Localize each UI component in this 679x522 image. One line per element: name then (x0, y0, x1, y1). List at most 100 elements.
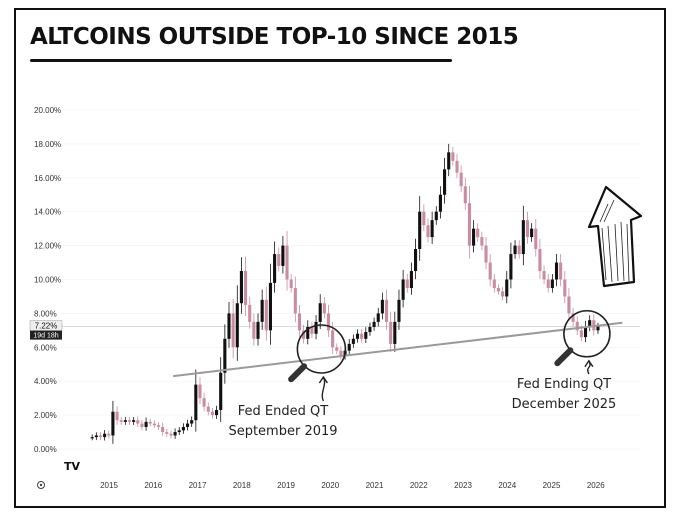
y-tick-label: 12.00% (34, 242, 61, 251)
candle-body (289, 279, 293, 288)
candle-body (268, 282, 273, 331)
x-axis: 2015 2016 2017 2018 2019 2020 2021 2022 2023 2024… (100, 481, 605, 490)
candle-body (148, 421, 152, 424)
countdown-badge-bg (30, 330, 62, 340)
up-arrow-icon (587, 185, 643, 288)
candle-body (501, 291, 505, 297)
x-tick-label: 2025 (543, 481, 561, 490)
current-value-label: 7.22% (35, 322, 58, 331)
candle-body (281, 245, 285, 266)
candle-body (434, 211, 438, 221)
candle-body (219, 372, 223, 411)
y-tick-label: 8.00% (34, 309, 57, 318)
annotation-2019: Fed Ended QT September 2019 (228, 324, 347, 439)
candle-body (467, 203, 471, 246)
candle-body (310, 326, 314, 334)
x-tick-label: 2020 (321, 481, 339, 490)
candle-body (215, 410, 219, 416)
annotation-2019-line2: September 2019 (228, 424, 337, 439)
y-tick-label: 2.00% (34, 411, 57, 420)
candle-body (405, 279, 409, 288)
annotation-2019-arrow (318, 375, 328, 402)
y-tick-label: 20.00% (34, 106, 61, 115)
candle-body (376, 313, 380, 322)
annotation-2019-line1: Fed Ended QT (238, 404, 328, 419)
title-underline (30, 59, 452, 62)
y-tick-label: 4.00% (34, 377, 57, 386)
candles (90, 143, 600, 444)
current-value-badge: 7.22% 19d 18h (29, 320, 63, 340)
chart-frame (14, 8, 666, 508)
candle-body (355, 333, 360, 339)
tradingview-logo-text: TV (64, 460, 81, 473)
candle-body (588, 320, 592, 327)
candle-body (559, 262, 563, 280)
candle-body (521, 220, 525, 255)
candle-body (235, 303, 239, 348)
candle-body (451, 152, 455, 161)
candle-body (546, 279, 550, 288)
candle-body (260, 299, 264, 322)
y-tick-label: 16.00% (34, 174, 61, 183)
candle-body (364, 332, 368, 339)
candle-body (194, 384, 198, 421)
candle-body (563, 279, 567, 297)
x-tick-label: 2016 (144, 481, 162, 490)
x-tick-label: 2024 (498, 481, 516, 490)
candle-body (351, 338, 355, 344)
tradingview-logo: TV (64, 460, 81, 473)
candle-body (380, 299, 384, 314)
candle-body (181, 426, 185, 431)
annotation-2025: Fed Ending QT December 2025 (512, 309, 616, 412)
candle-body (368, 326, 372, 333)
x-tick-label: 2018 (233, 481, 251, 490)
candle-body (165, 432, 169, 434)
candle-body (409, 271, 413, 288)
candle-body (152, 423, 156, 426)
candle-body (335, 347, 339, 351)
candle-body (169, 433, 173, 436)
candle-body (455, 160, 459, 173)
candle-body (111, 411, 115, 436)
candle-body (119, 420, 123, 422)
chart-title: ALTCOINS OUTSIDE TOP-10 SINCE 2015 (30, 24, 519, 50)
candle-body (115, 411, 119, 421)
candle-body (430, 220, 434, 238)
y-tick-label: 14.00% (34, 208, 61, 217)
candle-body (98, 435, 103, 438)
candle-body (418, 211, 422, 249)
settings-icon[interactable] (37, 481, 45, 489)
candle-body (384, 299, 389, 322)
x-tick-label: 2023 (454, 481, 472, 490)
candle-body (140, 423, 144, 427)
candle-body (256, 321, 260, 339)
candle-body (297, 313, 302, 331)
candle-body (161, 426, 165, 433)
x-tick-label: 2022 (410, 481, 428, 490)
x-tick-label: 2015 (100, 481, 118, 490)
candle-body (302, 330, 306, 339)
candle-body (393, 321, 397, 344)
candle-body (447, 152, 451, 170)
candle-body (277, 254, 281, 266)
candle-body (459, 172, 463, 187)
candle-body (438, 194, 442, 212)
candle-body (583, 326, 588, 338)
candle-body (492, 279, 496, 288)
candle-body (525, 220, 530, 238)
y-tick-label: 6.00% (34, 343, 57, 352)
annotation-2025-line1: Fed Ending QT (517, 377, 611, 392)
candle-body (198, 384, 202, 399)
support-trendline (173, 321, 623, 378)
candle-body (567, 296, 571, 314)
candle-body (534, 228, 538, 249)
candle-body (463, 186, 467, 204)
y-axis: 0.00% 2.00% 4.00% 6.00% 8.00% 10.00% 12.00% 14.… (34, 106, 61, 454)
candle-body (579, 330, 583, 338)
candle-body (293, 287, 297, 314)
candle-body (542, 271, 546, 280)
candle-body (318, 303, 322, 322)
x-tick-label: 2019 (277, 481, 295, 490)
candle-body (472, 228, 476, 246)
candle-body (517, 245, 521, 255)
